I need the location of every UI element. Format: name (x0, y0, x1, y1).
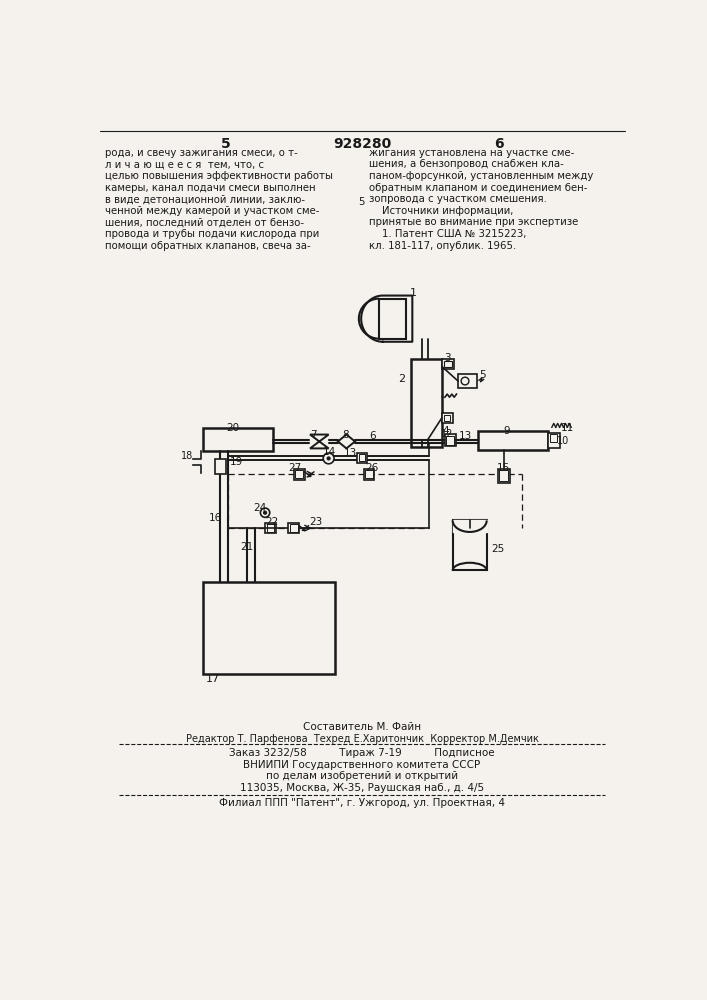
Text: Составитель М. Файн: Составитель М. Файн (303, 722, 421, 732)
Bar (498, 469, 510, 483)
Bar (379, 299, 406, 339)
Text: 6: 6 (369, 431, 375, 441)
Text: 3: 3 (444, 353, 451, 363)
Bar (293, 469, 305, 480)
Bar (215, 459, 226, 474)
Text: 13: 13 (459, 431, 472, 441)
Text: 5: 5 (358, 197, 365, 207)
Bar (357, 453, 367, 463)
Bar (444, 415, 450, 421)
Circle shape (323, 453, 334, 464)
Bar (458, 374, 477, 388)
Text: 11: 11 (561, 423, 574, 433)
Text: 2: 2 (398, 374, 406, 384)
Polygon shape (338, 435, 355, 448)
Text: 9: 9 (504, 426, 510, 436)
Text: 113035, Москва, Ж-35, Раушская наб., д. 4/5: 113035, Москва, Ж-35, Раушская наб., д. … (240, 783, 484, 793)
Text: 13: 13 (344, 448, 357, 458)
Bar (499, 470, 508, 481)
Text: 19: 19 (230, 457, 243, 467)
Text: 25: 25 (491, 544, 505, 554)
Text: 24: 24 (253, 503, 267, 513)
Text: 12: 12 (441, 429, 453, 439)
Bar (365, 470, 373, 478)
Text: 27: 27 (288, 463, 302, 473)
Bar (452, 520, 486, 570)
Text: 6: 6 (494, 137, 504, 151)
Text: 14: 14 (323, 447, 337, 457)
Text: 4: 4 (443, 426, 449, 436)
Text: рода, и свечу зажигания смеси, о т-
л и ч а ю щ е е с я  тем, что, с
целью повыш: рода, и свечу зажигания смеси, о т- л и … (105, 148, 334, 251)
Text: 23: 23 (309, 517, 322, 527)
Bar (363, 469, 374, 480)
Text: 26: 26 (365, 463, 378, 473)
Circle shape (461, 377, 469, 385)
Text: 1: 1 (410, 288, 417, 298)
Text: 22: 22 (265, 517, 279, 527)
Bar (288, 523, 299, 533)
Polygon shape (361, 296, 412, 342)
Bar (548, 433, 559, 448)
Text: Филиал ППП "Патент", г. Ужгород, ул. Проектная, 4: Филиал ППП "Патент", г. Ужгород, ул. Про… (219, 798, 505, 808)
Bar (478, 431, 548, 450)
Bar (296, 470, 303, 478)
Text: 17: 17 (206, 674, 221, 684)
Text: 5: 5 (479, 370, 486, 380)
Text: 8: 8 (343, 430, 349, 440)
Text: 7: 7 (310, 430, 317, 440)
Text: ВНИИПИ Государственного комитета СССР: ВНИИПИ Государственного комитета СССР (243, 760, 481, 770)
Bar (442, 413, 452, 423)
Bar (290, 524, 298, 532)
Text: 928280: 928280 (333, 137, 391, 151)
Circle shape (260, 508, 270, 517)
Text: Заказ 3232/58          Тираж 7-19          Подписное: Заказ 3232/58 Тираж 7-19 Подписное (229, 748, 495, 758)
Text: 15: 15 (497, 463, 510, 473)
Text: 18: 18 (180, 451, 193, 461)
Bar (267, 524, 274, 532)
Bar (445, 434, 456, 446)
Polygon shape (310, 435, 329, 448)
Bar (550, 434, 557, 442)
Bar (444, 361, 452, 367)
Text: жигания установлена на участке сме-
шения, а бензопровод снабжен кла-
паном-форс: жигания установлена на участке сме- шени… (369, 148, 593, 251)
Bar (446, 436, 454, 445)
Bar (442, 359, 454, 369)
Text: по делам изобретений и открытий: по делам изобретений и открытий (266, 771, 458, 781)
Text: 16: 16 (209, 513, 222, 523)
Bar (411, 359, 442, 447)
Text: 20: 20 (226, 423, 240, 433)
Bar (203, 428, 273, 451)
Text: 10: 10 (557, 436, 570, 446)
Bar (359, 454, 365, 461)
Text: Редактор Т. Парфенова  Техред Е.Харитончик  Корректор М.Демчик: Редактор Т. Парфенова Техред Е.Харитончи… (185, 734, 539, 744)
Bar (203, 582, 335, 674)
Text: 5: 5 (221, 137, 230, 151)
Circle shape (264, 511, 267, 514)
Text: 21: 21 (240, 542, 254, 552)
Circle shape (327, 457, 330, 460)
Bar (265, 523, 276, 533)
